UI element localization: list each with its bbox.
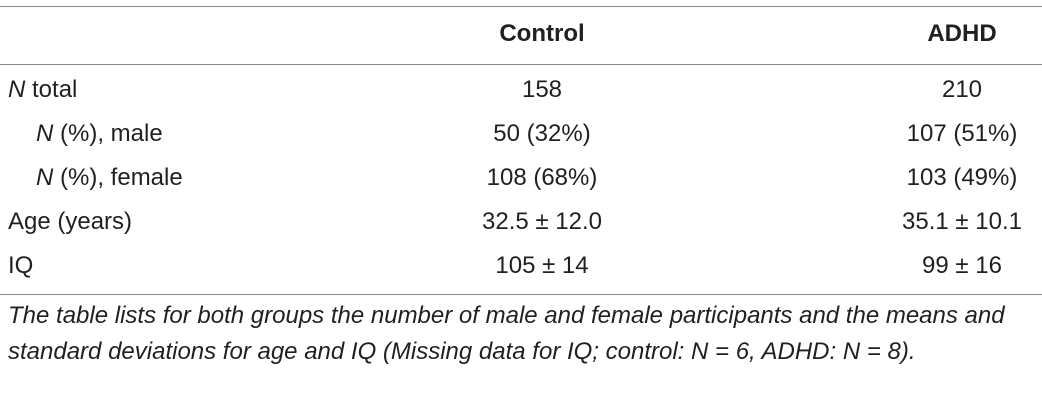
table-bottom-rule (0, 294, 1042, 295)
table-row: IQ 105 ± 14 99 ± 16 (0, 246, 1042, 286)
cell-adhd: 107 (51%) (906, 120, 1018, 147)
cell-control: 158 (521, 76, 563, 103)
table-row: N (%), male 50 (32%) 107 (51%) (0, 114, 1042, 154)
row-label-italic: N (36, 120, 54, 147)
table-row: N total 158 210 (0, 70, 1042, 110)
row-label: N total (8, 74, 77, 106)
table-header-rule (0, 64, 1042, 65)
cell-control: 32.5 ± 12.0 (482, 208, 602, 235)
row-label-italic: N (8, 76, 26, 103)
table-row: Age (years) 32.5 ± 12.0 35.1 ± 10.1 (0, 202, 1042, 242)
row-label: Age (years) (8, 206, 132, 238)
table-row: N (%), female 108 (68%) 103 (49%) (0, 158, 1042, 198)
row-label: N (%), male (36, 118, 163, 150)
table-top-rule (0, 6, 1042, 7)
cell-adhd: 99 ± 16 (922, 252, 1002, 279)
cell-adhd: 35.1 ± 10.1 (902, 208, 1022, 235)
cell-control: 108 (68%) (486, 164, 598, 191)
header-adhd: ADHD (927, 20, 997, 47)
row-label-text: total (25, 76, 78, 103)
row-label-text: Age (years) (8, 208, 133, 235)
cell-control: 50 (32%) (493, 120, 591, 147)
row-label: IQ (8, 250, 33, 282)
cell-adhd: 210 (941, 76, 983, 103)
row-label-text: IQ (8, 252, 34, 279)
row-label-italic: N (36, 164, 54, 191)
row-label: N (%), female (36, 162, 183, 194)
header-control: Control (499, 20, 585, 47)
table-header-row: Control ADHD (0, 14, 1042, 54)
row-label-text: (%), male (53, 120, 163, 147)
table-caption: The table lists for both groups the numb… (8, 302, 1005, 365)
cell-adhd: 103 (49%) (906, 164, 1018, 191)
row-label-text: (%), female (53, 164, 183, 191)
cell-control: 105 ± 14 (495, 252, 589, 279)
